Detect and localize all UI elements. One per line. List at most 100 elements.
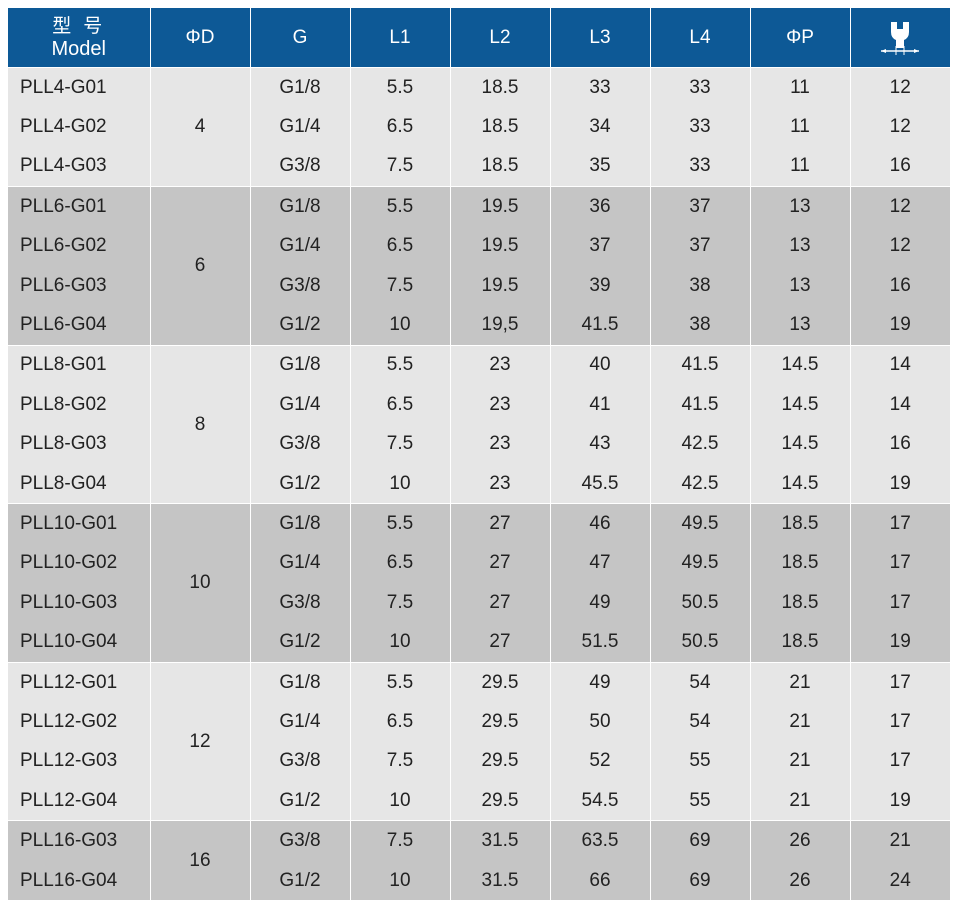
p-cell: 21 xyxy=(750,781,851,821)
spec-table: 型 号 Model ΦD G L1 L2 L3 L4 ΦP PLL4- xyxy=(8,8,950,901)
table-row: PLL12-G01 12 G1/8 5.5 29.5 49 54 21 17 xyxy=(8,661,950,821)
p-cell: 11 xyxy=(750,67,851,108)
l1-cell: 7.5 xyxy=(350,583,451,623)
p-cell: 11 xyxy=(750,146,851,187)
table-row: PLL8-G01 8 G1/8 5.5 23 40 41.5 14.5 14 xyxy=(8,344,950,504)
l4-cell: 38 xyxy=(650,305,751,346)
l2-cell: 19.5 xyxy=(450,186,551,227)
l3-cell: 41.5 xyxy=(550,305,651,346)
l1-cell: 5.5 xyxy=(350,186,451,227)
model-cell: PLL12-G02 xyxy=(8,702,151,742)
l4-cell: 37 xyxy=(650,186,751,227)
l4-cell: 55 xyxy=(650,781,751,821)
l2-cell: 19,5 xyxy=(450,305,551,346)
l2-cell: 27 xyxy=(450,622,551,663)
p-cell: 26 xyxy=(750,860,851,901)
l3-cell: 46 xyxy=(550,503,651,544)
l4-cell: 55 xyxy=(650,741,751,782)
l4-cell: 41.5 xyxy=(650,385,751,425)
wrench-size-icon xyxy=(881,21,920,55)
table-row: PLL8-G04 G1/2 10 23 45.5 42.5 14.5 19 xyxy=(8,463,950,504)
table-row: PLL10-G04 G1/2 10 27 51.5 50.5 18.5 19 xyxy=(8,622,950,663)
l2-cell: 27 xyxy=(450,583,551,623)
model-cell: PLL12-G04 xyxy=(8,781,151,821)
model-cell: PLL6-G03 xyxy=(8,265,151,306)
l1-cell: 10 xyxy=(350,860,451,901)
table-row: PLL6-G03 G3/8 7.5 19.5 39 38 13 16 xyxy=(8,265,950,306)
thread-cell: G1/8 xyxy=(250,344,351,386)
table-row: PLL12-G04 G1/2 10 29.5 54.5 55 21 19 xyxy=(8,781,950,821)
diameter-cell: 8 xyxy=(150,344,251,504)
l1-cell: 6.5 xyxy=(350,226,451,266)
l4-cell: 38 xyxy=(650,265,751,306)
thread-cell: G1/2 xyxy=(250,463,351,504)
model-cell: PLL6-G04 xyxy=(8,305,151,346)
model-cell: PLL6-G02 xyxy=(8,226,151,266)
table-row: PLL6-G01 6 G1/8 5.5 19.5 36 37 13 12 xyxy=(8,186,950,346)
table-row: PLL6-G04 G1/2 10 19,5 41.5 38 13 19 xyxy=(8,305,950,346)
p-cell: 13 xyxy=(750,305,851,346)
thread-cell: G3/8 xyxy=(250,820,351,861)
l1-cell: 6.5 xyxy=(350,385,451,425)
wrench-cell: 17 xyxy=(850,661,950,703)
l3-cell: 43 xyxy=(550,424,651,464)
header-model-zh: 型 号 xyxy=(52,14,106,37)
l1-cell: 6.5 xyxy=(350,107,451,147)
l4-cell: 33 xyxy=(650,146,751,187)
l4-cell: 54 xyxy=(650,661,751,703)
l4-cell: 50.5 xyxy=(650,583,751,623)
model-cell: PLL10-G03 xyxy=(8,583,151,623)
l3-cell: 49 xyxy=(550,661,651,703)
model-cell: PLL10-G04 xyxy=(8,622,151,663)
p-cell: 11 xyxy=(750,107,851,147)
header-l4: L4 xyxy=(650,8,751,68)
l1-cell: 7.5 xyxy=(350,820,451,861)
l2-cell: 27 xyxy=(450,543,551,584)
table-row: PLL8-G02 G1/4 6.5 23 41 41.5 14.5 14 xyxy=(8,385,950,425)
p-cell: 18.5 xyxy=(750,503,851,544)
header-thread: G xyxy=(250,8,351,68)
l4-cell: 33 xyxy=(650,67,751,108)
wrench-cell: 17 xyxy=(850,583,950,623)
header-model: 型 号 Model xyxy=(8,8,151,68)
model-cell: PLL6-G01 xyxy=(8,186,151,227)
header-diameter: ΦD xyxy=(150,8,251,68)
l1-cell: 6.5 xyxy=(350,543,451,584)
thread-cell: G1/2 xyxy=(250,305,351,346)
table-row: PLL8-G03 G3/8 7.5 23 43 42.5 14.5 16 xyxy=(8,424,950,464)
table-row: PLL16-G03 16 G3/8 7.5 31.5 63.5 69 26 21 xyxy=(8,820,950,901)
model-cell: PLL16-G03 xyxy=(8,820,151,861)
model-cell: PLL8-G01 xyxy=(8,344,151,386)
l2-cell: 19.5 xyxy=(450,226,551,266)
diameter-cell: 6 xyxy=(150,186,251,346)
diameter-cell: 16 xyxy=(150,820,251,901)
table-row: PLL12-G02 G1/4 6.5 29.5 50 54 21 17 xyxy=(8,702,950,742)
header-wrench xyxy=(850,8,950,68)
l3-cell: 47 xyxy=(550,543,651,584)
l1-cell: 7.5 xyxy=(350,741,451,782)
wrench-cell: 16 xyxy=(850,146,950,187)
l1-cell: 5.5 xyxy=(350,67,451,108)
thread-cell: G1/2 xyxy=(250,622,351,663)
wrench-cell: 12 xyxy=(850,107,950,147)
header-l3: L3 xyxy=(550,8,651,68)
l4-cell: 37 xyxy=(650,226,751,266)
l4-cell: 50.5 xyxy=(650,622,751,663)
wrench-cell: 14 xyxy=(850,344,950,386)
l3-cell: 40 xyxy=(550,344,651,386)
l2-cell: 19.5 xyxy=(450,265,551,306)
model-cell: PLL4-G02 xyxy=(8,107,151,147)
table-header: 型 号 Model ΦD G L1 L2 L3 L4 ΦP xyxy=(8,8,950,68)
l4-cell: 54 xyxy=(650,702,751,742)
l3-cell: 33 xyxy=(550,67,651,108)
thread-cell: G1/4 xyxy=(250,107,351,147)
wrench-cell: 19 xyxy=(850,463,950,504)
wrench-cell: 24 xyxy=(850,860,950,901)
header-l2: L2 xyxy=(450,8,551,68)
thread-cell: G3/8 xyxy=(250,741,351,782)
thread-cell: G1/8 xyxy=(250,503,351,544)
table-row: PLL16-G04 G1/2 10 31.5 66 69 26 24 xyxy=(8,860,950,901)
l2-cell: 18.5 xyxy=(450,146,551,187)
thread-cell: G1/4 xyxy=(250,543,351,584)
wrench-cell: 21 xyxy=(850,820,950,861)
